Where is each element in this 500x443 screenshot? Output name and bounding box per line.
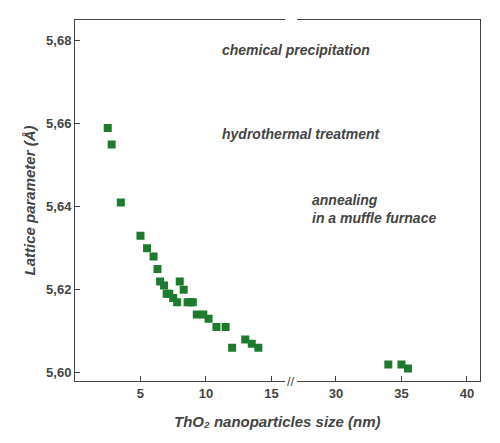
svg-text:5,66: 5,66 <box>46 116 71 131</box>
svg-text:30: 30 <box>329 386 343 401</box>
svg-text:5: 5 <box>137 386 144 401</box>
svg-text:40: 40 <box>460 386 474 401</box>
svg-text://: // <box>287 374 295 389</box>
svg-text:Lattice parameter (Å): Lattice parameter (Å) <box>21 125 38 275</box>
svg-text:5,60: 5,60 <box>46 365 71 380</box>
svg-text:5,64: 5,64 <box>46 199 72 214</box>
svg-text:chemical precipitation: chemical precipitation <box>222 42 370 58</box>
svg-text:35: 35 <box>394 386 408 401</box>
svg-text:hydrothermal treatment: hydrothermal treatment <box>222 126 380 142</box>
svg-text:10: 10 <box>199 386 213 401</box>
svg-text:annealingin a muffle furnace: annealingin a muffle furnace <box>312 192 436 226</box>
svg-text:ThO₂ nanoparticles size (nm): ThO₂ nanoparticles size (nm) <box>174 413 381 430</box>
svg-text:5,68: 5,68 <box>46 33 71 48</box>
svg-text:5,62: 5,62 <box>46 282 71 297</box>
svg-text:15: 15 <box>264 386 278 401</box>
